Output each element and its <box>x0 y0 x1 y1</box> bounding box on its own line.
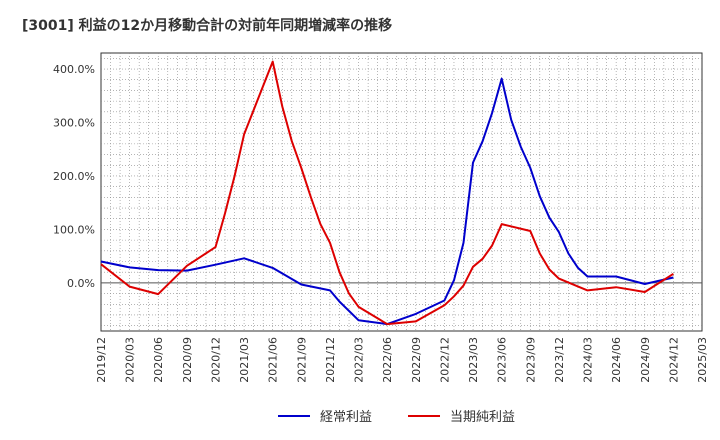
x-tick-label: 2020/06 <box>152 337 165 383</box>
x-tick-label: 2021/12 <box>324 337 337 383</box>
x-tick-label: 2022/06 <box>381 337 394 383</box>
y-tick-label: 100.0% <box>53 223 95 236</box>
series-line-2 <box>100 60 674 326</box>
x-tick-label: 2023/06 <box>496 337 509 383</box>
legend-label-2: 当期純利益 <box>450 410 515 425</box>
x-tick-label: 2025/03 <box>696 337 709 383</box>
x-tick-label: 2024/06 <box>610 337 623 383</box>
y-tick-label: 0.0% <box>67 277 95 290</box>
x-tick-label: 2022/03 <box>353 337 366 383</box>
grid <box>100 52 703 332</box>
x-tick-label: 2023/09 <box>524 337 537 383</box>
x-tick-label: 2021/09 <box>295 337 308 383</box>
x-tick-label: 2021/06 <box>267 337 280 383</box>
axes: 0.0% 100.0% 200.0% 300.0% 400.0% 2019/12 2020/… <box>53 63 709 383</box>
x-tick-label: 2021/03 <box>238 337 251 383</box>
plot-area <box>100 52 703 332</box>
x-tick-label: 2024/03 <box>582 337 595 383</box>
x-tick-label: 2019/12 <box>95 337 108 383</box>
x-tick-label: 2020/09 <box>181 337 194 383</box>
series-line-1 <box>100 77 674 326</box>
legend-label-1: 経常利益 <box>320 410 372 425</box>
x-tick-label: 2023/12 <box>553 337 566 383</box>
x-tick-label: 2023/03 <box>467 337 480 383</box>
chart-title: [3001] 利益の12か月移動合計の対前年同期増減率の推移 <box>22 17 392 34</box>
x-tick-label: 2022/09 <box>410 337 423 383</box>
y-tick-label: 400.0% <box>53 63 95 76</box>
x-tick-label: 2024/09 <box>639 337 652 383</box>
y-tick-label: 300.0% <box>53 117 95 130</box>
x-tick-label: 2024/12 <box>667 337 680 383</box>
legend: 経常利益 当期純利益 <box>278 410 515 425</box>
series <box>100 60 674 326</box>
x-tick-label: 2020/12 <box>209 337 222 383</box>
x-tick-label: 2022/12 <box>438 337 451 383</box>
y-tick-label: 200.0% <box>53 170 95 183</box>
x-tick-label: 2020/03 <box>124 337 137 383</box>
